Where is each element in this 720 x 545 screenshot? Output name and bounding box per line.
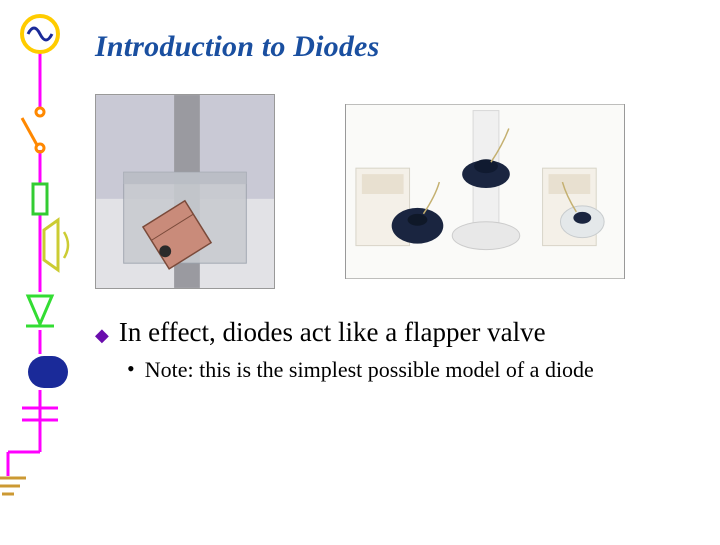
dot-bullet-icon: • xyxy=(127,355,135,383)
slide-content: Introduction to Diodes xyxy=(95,30,705,384)
sine-source-icon xyxy=(22,16,58,52)
slide-title: Introduction to Diodes xyxy=(95,30,705,64)
resistor-icon xyxy=(33,184,47,214)
sidebar-schematic xyxy=(0,0,80,540)
ground-icon xyxy=(0,478,26,494)
sub-bullet-row: • Note: this is the simplest possible mo… xyxy=(127,356,705,384)
sub-bullet-text: Note: this is the simplest possible mode… xyxy=(145,356,594,384)
main-bullet-row: ◆ In effect, diodes act like a flapper v… xyxy=(95,317,705,348)
component-blob-icon xyxy=(28,356,68,388)
figure-kits-svg xyxy=(346,104,624,279)
diamond-bullet-icon: ◆ xyxy=(95,325,109,346)
figure-flapper-svg xyxy=(96,94,274,289)
figure-flapper-box xyxy=(95,94,275,289)
main-bullet-text: In effect, diodes act like a flapper val… xyxy=(119,317,546,348)
schematic-strip-svg xyxy=(0,0,80,540)
figures-row xyxy=(95,94,705,289)
figure-flapper-kits xyxy=(345,104,625,279)
switch-icon xyxy=(22,108,44,152)
speaker-icon xyxy=(44,220,68,270)
diode-icon xyxy=(26,296,54,326)
